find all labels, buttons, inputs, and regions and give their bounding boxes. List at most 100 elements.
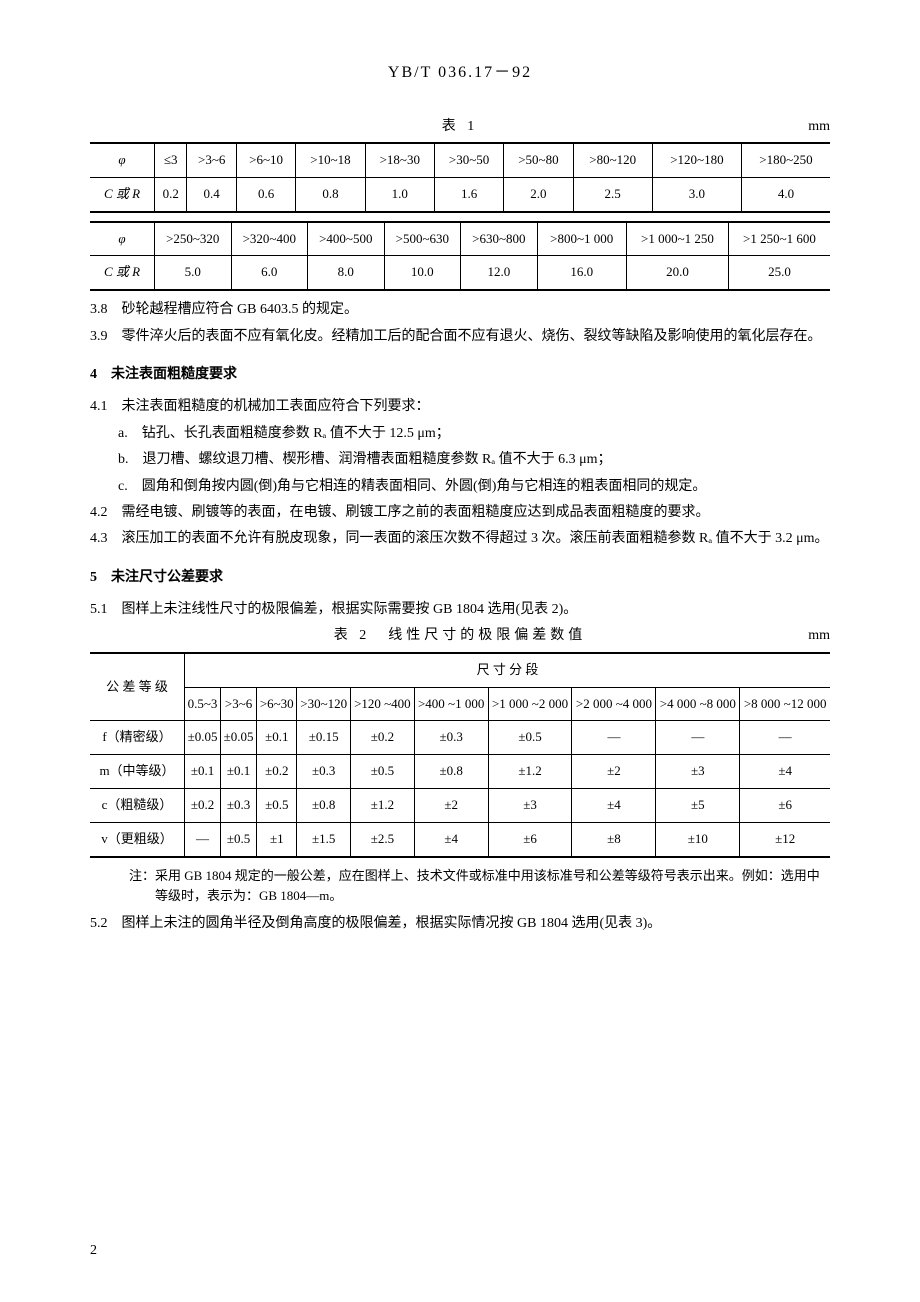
cell: 0.4 (187, 177, 236, 211)
table-row: φ >250~320 >320~400 >400~500 >500~630 >6… (90, 222, 830, 256)
cell: 25.0 (728, 256, 830, 290)
cell-label: φ (90, 222, 155, 256)
cell: — (656, 721, 740, 755)
table-header-row: 0.5~3 >3~6 >6~30 >30~120 >120 ~400 >400 … (90, 687, 830, 721)
cell: >250~320 (155, 222, 232, 256)
cell: 20.0 (626, 256, 728, 290)
table-row: f（精密级） ±0.05 ±0.05 ±0.1 ±0.15 ±0.2 ±0.3 … (90, 721, 830, 755)
cell: ±0.5 (351, 755, 415, 789)
table-row: φ ≤3 >3~6 >6~10 >10~18 >18~30 >30~50 >50… (90, 143, 830, 177)
cell: 6.0 (231, 256, 308, 290)
cell: 2.5 (573, 177, 652, 211)
cell: >6~10 (236, 143, 295, 177)
cell: ±0.1 (185, 755, 221, 789)
grade-label: v（更粗级） (90, 822, 185, 856)
size-range: >1 000 ~2 000 (488, 687, 572, 721)
table-row: C 或 R 0.2 0.4 0.6 0.8 1.0 1.6 2.0 2.5 3.… (90, 177, 830, 211)
cell: >1 000~1 250 (626, 222, 728, 256)
size-range: >6~30 (257, 687, 297, 721)
cell: ±12 (740, 822, 830, 856)
table1-unit: mm (808, 116, 830, 138)
table2: 公 差 等 级 尺 寸 分 段 0.5~3 >3~6 >6~30 >30~120… (90, 652, 830, 858)
paragraph-4-2: 4.2 需经电镀、刷镀等的表面，在电镀、刷镀工序之前的表面粗糙度应达到成品表面粗… (90, 502, 830, 524)
cell: ±0.05 (221, 721, 257, 755)
paragraph-3-8: 3.8 砂轮越程槽应符合 GB 6403.5 的规定。 (90, 299, 830, 321)
cell: 1.6 (434, 177, 503, 211)
cell: 5.0 (155, 256, 232, 290)
cell: ±0.3 (221, 789, 257, 823)
cell: ±1.5 (297, 822, 351, 856)
table2-title: 表 2 线性尺寸的极限偏差数值 (334, 628, 587, 643)
cell: ±0.2 (351, 721, 415, 755)
paragraph-4-1: 4.1 未注表面粗糙度的机械加工表面应符合下列要求： (90, 396, 830, 418)
cell: 12.0 (461, 256, 538, 290)
paragraph-4-1b: b. 退刀槽、螺纹退刀槽、楔形槽、润滑槽表面粗糙度参数 Rₐ 值不大于 6.3 … (90, 449, 830, 471)
cell: >50~80 (504, 143, 573, 177)
cell: ±4 (572, 789, 656, 823)
cell: >10~18 (296, 143, 365, 177)
cell: ±4 (740, 755, 830, 789)
cell: 16.0 (537, 256, 626, 290)
table1-upper: φ ≤3 >3~6 >6~10 >10~18 >18~30 >30~50 >50… (90, 142, 830, 213)
grade-label: c（粗糙级） (90, 789, 185, 823)
row-header-label: 公 差 等 级 (90, 653, 185, 721)
cell: ±2 (414, 789, 488, 823)
cell: ±1 (257, 822, 297, 856)
table-row: C 或 R 5.0 6.0 8.0 10.0 12.0 16.0 20.0 25… (90, 256, 830, 290)
cell: 1.0 (365, 177, 434, 211)
cell: >800~1 000 (537, 222, 626, 256)
cell: ±0.8 (297, 789, 351, 823)
cell: 2.0 (504, 177, 573, 211)
size-range: >30~120 (297, 687, 351, 721)
cell: — (185, 822, 221, 856)
cell: ±1.2 (351, 789, 415, 823)
page-number: 2 (90, 1240, 97, 1262)
cell-label: C 或 R (90, 177, 155, 211)
paragraph-5-1: 5.1 图样上未注线性尺寸的极限偏差，根据实际需要按 GB 1804 选用(见表… (90, 599, 830, 621)
cell: ±0.5 (257, 789, 297, 823)
cell: 3.0 (652, 177, 741, 211)
cell: ±0.3 (414, 721, 488, 755)
cell: 0.2 (155, 177, 187, 211)
cell: ±6 (488, 822, 572, 856)
cell: ±0.5 (221, 822, 257, 856)
section-5-title: 5 未注尺寸公差要求 (90, 567, 830, 589)
cell: ±5 (656, 789, 740, 823)
cell: >30~50 (434, 143, 503, 177)
paragraph-4-1c: c. 圆角和倒角按内圆(倒)角与它相连的精表面相同、外圆(倒)角与它相连的粗表面… (90, 476, 830, 498)
cell: 0.6 (236, 177, 295, 211)
cell: ±0.5 (488, 721, 572, 755)
table-row: m（中等级） ±0.1 ±0.1 ±0.2 ±0.3 ±0.5 ±0.8 ±1.… (90, 755, 830, 789)
paragraph-3-9: 3.9 零件淬火后的表面不应有氧化皮。经精加工后的配合面不应有退火、烧伤、裂纹等… (90, 326, 830, 348)
size-range: >120 ~400 (351, 687, 415, 721)
cell: >120~180 (652, 143, 741, 177)
table2-note: 注：采用 GB 1804 规定的一般公差，应在图样上、技术文件或标准中用该标准号… (116, 866, 830, 908)
cell: — (740, 721, 830, 755)
cell: ±8 (572, 822, 656, 856)
paragraph-4-3: 4.3 滚压加工的表面不允许有脱皮现象，同一表面的滚压次数不得超过 3 次。滚压… (90, 528, 830, 550)
table1-title-row: 表 1 mm (90, 116, 830, 138)
size-range: >8 000 ~12 000 (740, 687, 830, 721)
cell: >630~800 (461, 222, 538, 256)
table1-title: 表 1 (442, 119, 479, 134)
cell: ±10 (656, 822, 740, 856)
cell: ±0.2 (257, 755, 297, 789)
size-range: >4 000 ~8 000 (656, 687, 740, 721)
cell: ±1.2 (488, 755, 572, 789)
col-header-main: 尺 寸 分 段 (185, 653, 831, 687)
size-range: >400 ~1 000 (414, 687, 488, 721)
size-range: >2 000 ~4 000 (572, 687, 656, 721)
cell: ±0.05 (185, 721, 221, 755)
section-4-title: 4 未注表面粗糙度要求 (90, 364, 830, 386)
cell: ±0.15 (297, 721, 351, 755)
cell: ≤3 (155, 143, 187, 177)
grade-label: m（中等级） (90, 755, 185, 789)
cell: ±4 (414, 822, 488, 856)
cell: >18~30 (365, 143, 434, 177)
cell: ±2.5 (351, 822, 415, 856)
cell: >180~250 (741, 143, 830, 177)
table2-unit: mm (808, 625, 830, 647)
cell: ±3 (488, 789, 572, 823)
cell: >320~400 (231, 222, 308, 256)
cell: ±2 (572, 755, 656, 789)
